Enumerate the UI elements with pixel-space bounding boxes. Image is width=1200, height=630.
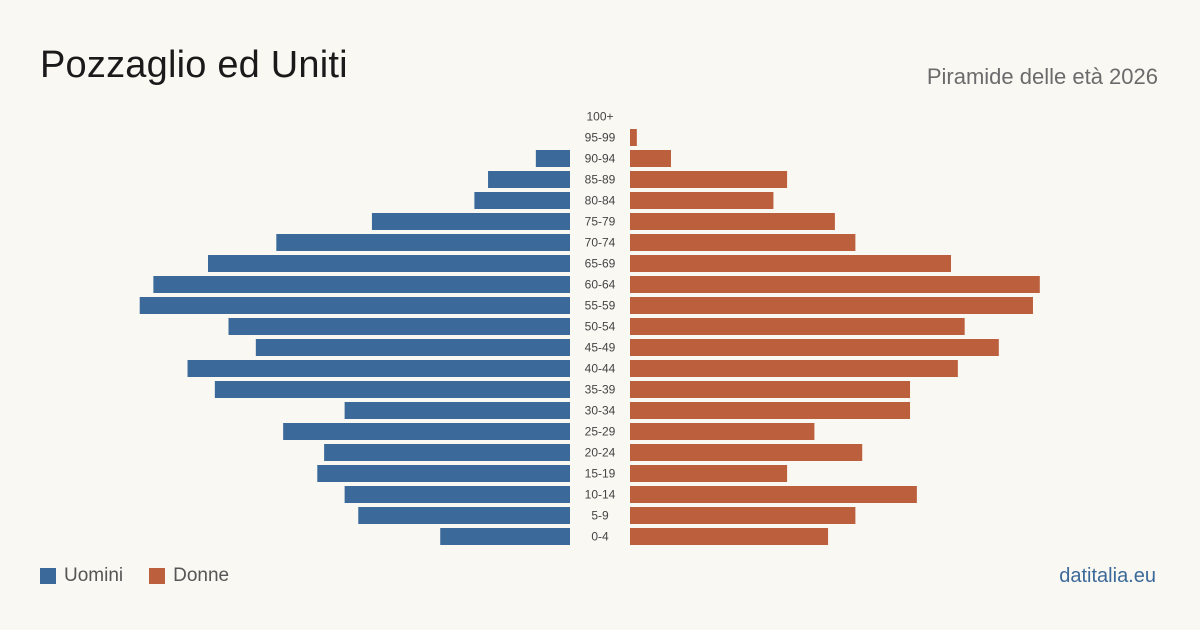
bar-male-40-44 — [187, 360, 570, 377]
age-label-35-39: 35-39 — [585, 383, 616, 397]
legend: Uomini Donne — [40, 565, 255, 587]
bar-female-0-4 — [630, 528, 829, 545]
bar-female-75-79 — [630, 213, 835, 230]
bar-female-30-34 — [630, 402, 911, 419]
source-link[interactable]: datitalia.eu — [1059, 565, 1156, 587]
bar-male-90-94 — [535, 150, 570, 167]
age-label-0-4: 0-4 — [591, 530, 609, 544]
bar-female-45-49 — [630, 339, 999, 356]
legend-item-male: Uomini — [40, 565, 123, 587]
bar-female-40-44 — [630, 360, 958, 377]
bar-male-15-19 — [317, 465, 570, 482]
bar-male-60-64 — [153, 276, 570, 293]
bar-male-70-74 — [276, 234, 570, 251]
age-label-25-29: 25-29 — [585, 425, 616, 439]
age-label-45-49: 45-49 — [585, 341, 616, 355]
bar-male-10-14 — [344, 486, 570, 503]
age-label-75-79: 75-79 — [585, 215, 616, 229]
age-label-85-89: 85-89 — [585, 173, 616, 187]
age-label-80-84: 80-84 — [585, 194, 616, 208]
age-label-5-9: 5-9 — [591, 509, 609, 523]
bar-female-5-9 — [630, 507, 856, 524]
bar-male-45-49 — [255, 339, 570, 356]
bar-female-20-24 — [630, 444, 863, 461]
legend-item-female: Donne — [149, 565, 229, 587]
bar-male-20-24 — [324, 444, 570, 461]
bar-female-35-39 — [630, 381, 911, 398]
bar-male-65-69 — [208, 255, 570, 272]
bar-male-80-84 — [474, 192, 570, 209]
bar-male-85-89 — [488, 171, 570, 188]
bar-female-15-19 — [630, 465, 788, 482]
bar-male-55-59 — [139, 297, 570, 314]
bar-female-55-59 — [630, 297, 1033, 314]
bar-male-0-4 — [440, 528, 570, 545]
legend-swatch-male — [40, 568, 56, 584]
bar-female-65-69 — [630, 255, 952, 272]
age-label-95-99: 95-99 — [585, 131, 616, 145]
legend-swatch-female — [149, 568, 166, 584]
bar-female-95-99 — [630, 129, 637, 146]
age-label-30-34: 30-34 — [585, 404, 616, 418]
bar-female-50-54 — [630, 318, 965, 335]
bar-male-75-79 — [371, 213, 570, 230]
age-label-20-24: 20-24 — [585, 446, 616, 460]
bar-female-90-94 — [630, 150, 671, 167]
bar-male-5-9 — [358, 507, 570, 524]
age-label-100+: 100+ — [586, 110, 613, 124]
legend-label-female: Donne — [173, 565, 230, 586]
legend-label-male: Uomini — [64, 565, 124, 586]
age-label-60-64: 60-64 — [585, 278, 616, 292]
bar-female-25-29 — [630, 423, 815, 440]
bar-female-60-64 — [630, 276, 1040, 293]
age-label-55-59: 55-59 — [585, 299, 616, 313]
bar-male-35-39 — [214, 381, 570, 398]
bar-male-25-29 — [283, 423, 570, 440]
bar-female-85-89 — [630, 171, 788, 188]
bar-male-30-34 — [344, 402, 570, 419]
age-label-40-44: 40-44 — [585, 362, 616, 376]
bar-female-80-84 — [630, 192, 774, 209]
age-label-90-94: 90-94 — [585, 152, 616, 166]
bar-female-70-74 — [630, 234, 856, 251]
bar-female-10-14 — [630, 486, 917, 503]
age-label-15-19: 15-19 — [585, 467, 616, 481]
age-label-50-54: 50-54 — [585, 320, 616, 334]
age-label-10-14: 10-14 — [585, 488, 616, 502]
chart-subtitle: Piramide delle età 2026 — [926, 64, 1158, 89]
chart-title: Pozzaglio ed Uniti — [40, 44, 348, 86]
age-label-65-69: 65-69 — [585, 257, 616, 271]
age-label-70-74: 70-74 — [585, 236, 616, 250]
bar-male-50-54 — [228, 318, 570, 335]
